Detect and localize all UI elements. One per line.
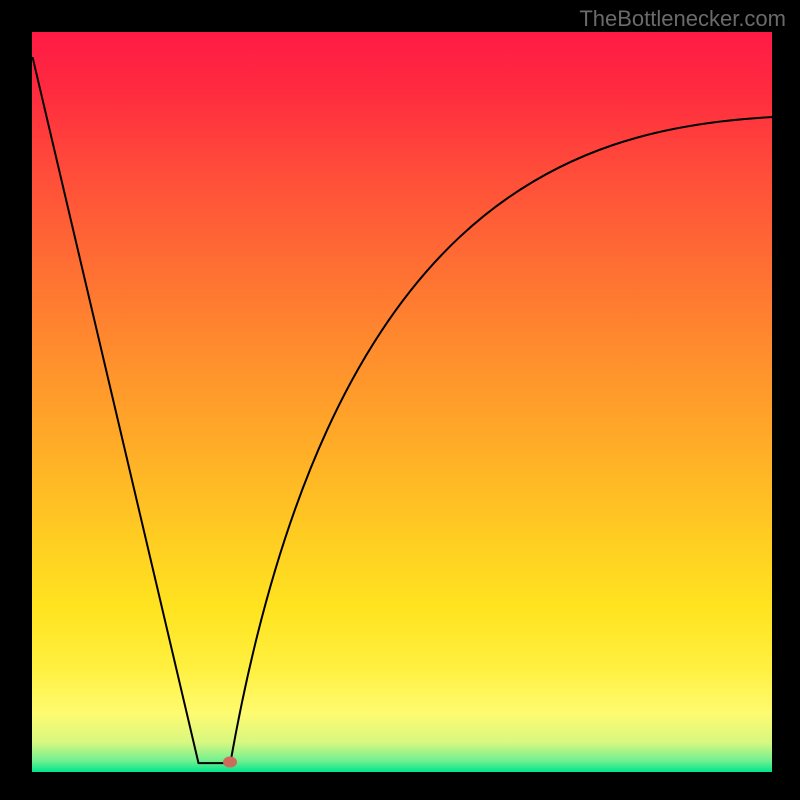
optimum-marker — [223, 756, 237, 767]
plot-area — [32, 32, 772, 772]
bottleneck-curve — [32, 32, 772, 772]
watermark-label: TheBottlenecker.com — [579, 6, 786, 32]
chart-container: TheBottlenecker.com — [0, 0, 800, 800]
